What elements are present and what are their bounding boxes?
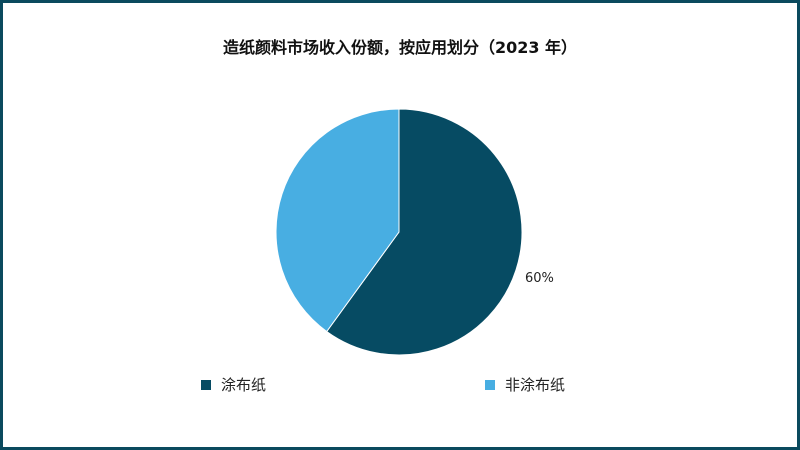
pie-slice xyxy=(326,108,523,356)
legend-swatch xyxy=(201,379,211,390)
chart-title: 造纸颜料市场收入份额，按应用划分（2023 年） xyxy=(222,38,578,57)
legend-swatch xyxy=(485,379,495,390)
legend-item-coated: 涂布纸 xyxy=(201,374,266,395)
legend-item-uncoated: 非涂布纸 xyxy=(485,374,565,395)
legend-label: 非涂布纸 xyxy=(505,376,566,394)
legend-label: 涂布纸 xyxy=(221,376,267,394)
slice-data-label: 60% xyxy=(525,271,554,286)
pie-slice xyxy=(275,108,400,333)
